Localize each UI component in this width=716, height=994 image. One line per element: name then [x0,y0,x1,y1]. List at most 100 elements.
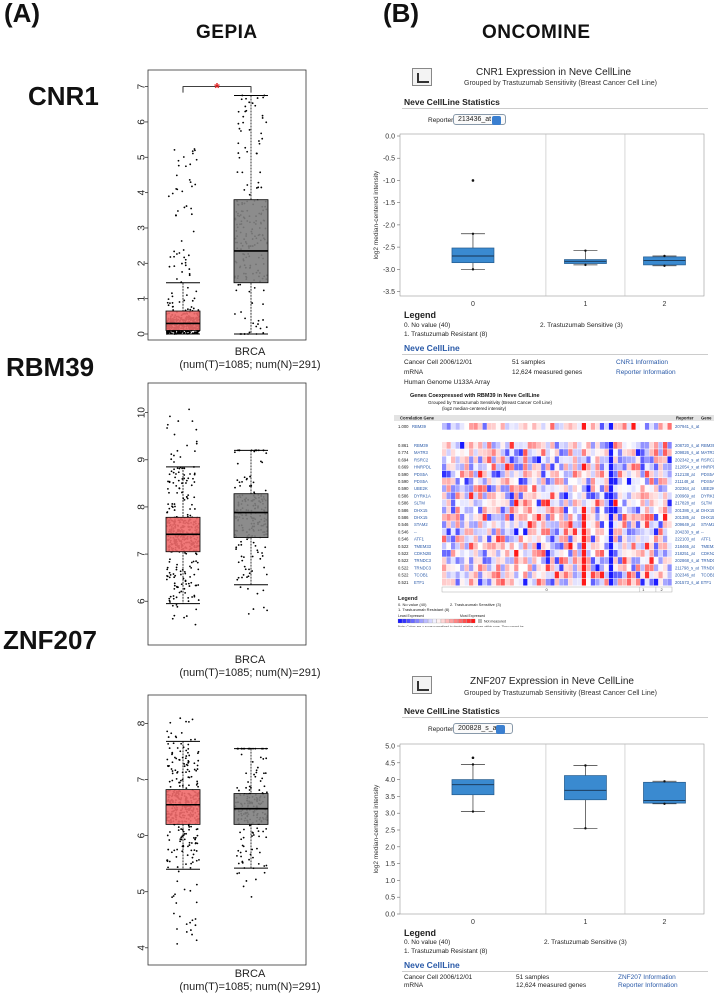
znf207-reporter-info-link[interactable]: Reporter Information [618,982,678,989]
heatmap-cell [644,535,650,543]
heatmap-cell [532,456,537,464]
y-tick-label: 6 [137,832,148,838]
heatmap-cell [554,478,559,485]
heatmap-cell [532,423,537,430]
data-point [190,561,193,564]
heatmap-cell [487,463,492,471]
heatmap-cell [545,423,550,430]
data-point [187,596,190,599]
chevron-down-icon[interactable] [492,116,501,125]
data-point [166,568,169,571]
data-point [166,758,169,761]
heatmap-cell [559,463,564,471]
heatmap-cell [563,542,568,550]
heatmap-cell [586,506,591,514]
heatmap-cell [613,456,618,464]
heatmap-cell [442,485,447,492]
heatmap-cell [595,571,600,579]
heatmap-cell [595,470,600,478]
data-point [192,230,195,233]
heatmap-cell [599,557,605,564]
heatmap-cell [653,492,659,500]
znf207-legend-0: 0. No value (40) [404,939,451,946]
heatmap-cell [491,463,496,471]
data-point [259,327,262,330]
data-point [168,491,170,494]
data-point [178,785,181,787]
heatmap-cell [496,564,501,572]
heatmap-cell [631,557,636,564]
group-label: 1 [642,587,645,592]
heatmap-cell [572,557,577,564]
heatmap-cell [536,564,541,572]
heatmap-cell [464,571,469,579]
heatmap-cell [482,449,487,456]
znf207-gene-info-link[interactable]: ZNF207 Information [618,974,676,981]
y-tick-label: 3.0 [385,811,395,818]
heatmap-cell [500,442,505,449]
data-point [171,295,174,298]
data-point [177,870,180,873]
heatmap-cell [464,506,469,514]
data-point [255,152,258,155]
heatmap-cell [482,514,487,521]
heatmap-cell [464,456,469,464]
heatmap-cell [653,485,659,492]
min-point [584,827,587,830]
heatmap-cell [626,478,632,485]
y-tick-label: -3.5 [383,289,395,296]
data-point [194,836,197,839]
data-point [251,835,253,837]
heatmap-cell [622,578,627,586]
heatmap-cell [527,571,532,579]
cnr1-legend-2: 2. Trastuzumab Sensitive (3) [540,322,623,329]
heatmap-cell [446,557,451,564]
data-point [254,104,257,107]
heatmap-cell [613,571,618,579]
y-tick-label: 1 [137,295,148,301]
data-point [195,442,198,445]
heatmap-cell [487,478,492,485]
data-point [264,772,267,775]
data-point [237,576,240,579]
heatmap-cell [451,557,456,564]
heatmap-cell [649,492,654,500]
heatmap-cell [667,442,672,449]
cnr1-reporter-info-link[interactable]: Reporter Information [616,369,676,376]
data-point [237,544,240,546]
heatmap-cell [523,449,528,456]
data-point [166,301,169,304]
min-point [663,802,666,805]
znf207-reporter-select[interactable]: 200828_s_at [453,723,514,734]
heatmap-cell [518,449,523,456]
chevron-down-icon[interactable] [496,725,505,734]
cnr1-gene-info-link[interactable]: CNR1 Information [616,359,669,366]
heatmap-cell [442,564,447,572]
heatmap-cell [550,514,555,521]
data-point [176,563,178,566]
heatmap-cell [500,499,505,507]
data-point [177,829,180,832]
heatmap-cell [635,463,641,471]
data-point [175,757,178,760]
rbm39-subtitle: Grouped by Trastuzumab Sensitivity (Brea… [428,400,553,405]
heatmap-cell [473,478,478,485]
x-tick-label: 1 [583,919,587,926]
heatmap-cell [487,470,492,478]
heatmap-cell [608,485,614,492]
heatmap-cell [604,564,609,572]
row-gene-right: PDS5A [701,479,714,484]
heatmap-cell [667,449,672,456]
data-point [175,484,178,487]
data-point [247,613,250,615]
heatmap-cell [487,499,492,507]
data-point [191,856,194,859]
cnr1-reporter-select[interactable]: 213436_at [453,114,507,125]
heatmap-cell [509,564,514,572]
heatmap-cell [658,571,663,579]
data-point [173,584,176,587]
data-point [185,720,187,723]
heatmap-cell [469,521,474,528]
data-point [185,832,188,835]
heatmap-cell [487,550,492,557]
